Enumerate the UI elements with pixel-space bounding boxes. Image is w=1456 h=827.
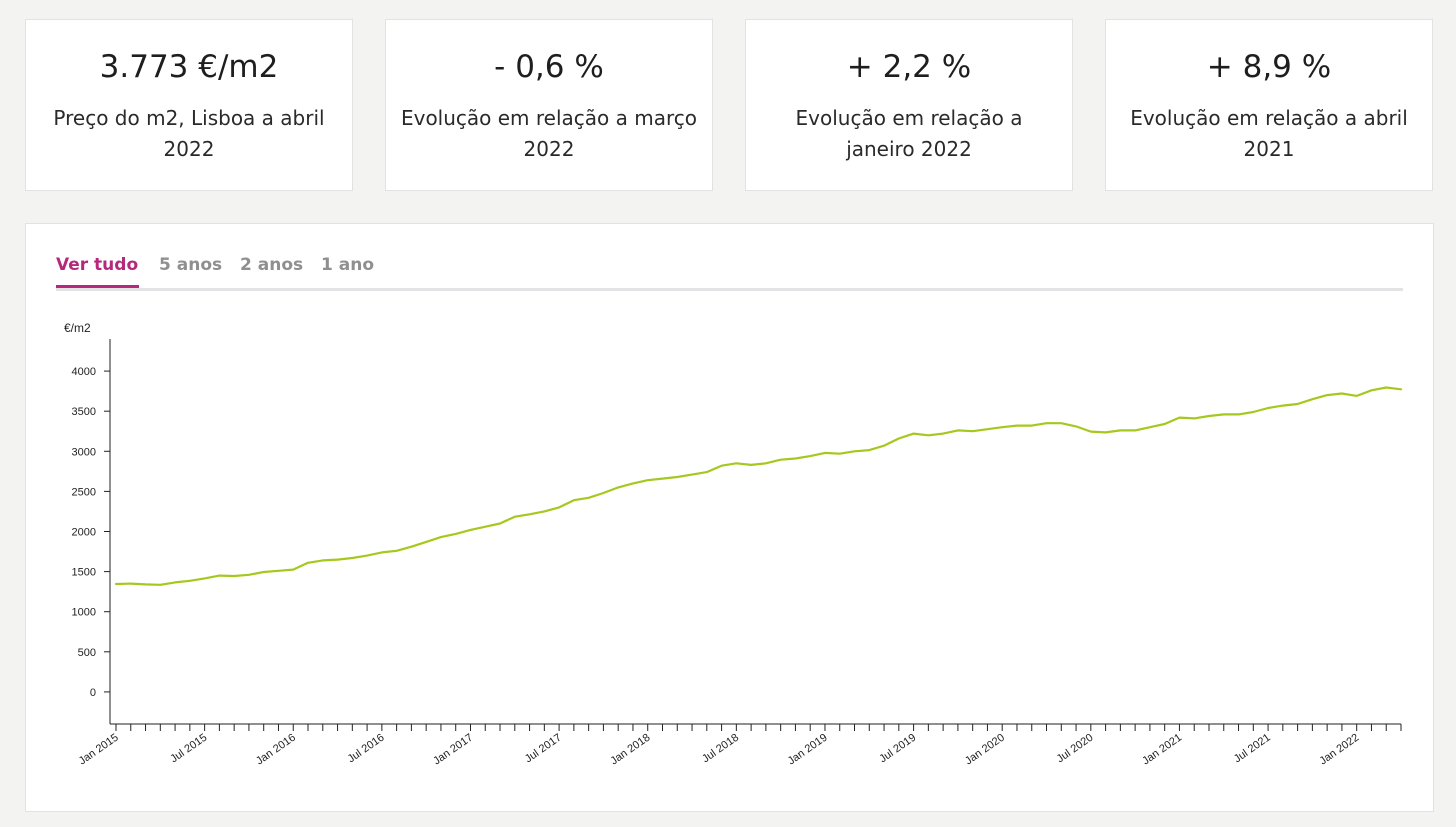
x-tick-label: Jul 2018 xyxy=(700,732,741,766)
stat-value: - 0,6 % xyxy=(494,49,604,85)
x-tick-label: Jan 2019 xyxy=(786,732,830,768)
x-tick-label: Jul 2020 xyxy=(1055,732,1096,766)
x-tick-label: Jan 2021 xyxy=(1140,732,1184,768)
x-tick-label: Jan 2015 xyxy=(77,732,121,768)
y-tick-label: 500 xyxy=(78,647,96,659)
y-tick-label: 1000 xyxy=(72,607,96,619)
stat-label: Preço do m2, Lisboa a abril 2022 xyxy=(53,106,325,161)
stat-label: Evolução em relação a abril 2021 xyxy=(1130,106,1408,161)
tab-5-years[interactable]: 5 anos xyxy=(159,255,223,275)
range-tabs: Ver tudo 5 anos 2 anos 1 ano xyxy=(56,255,1403,291)
stat-card-year-change: + 8,9 % Evolução em relação a abril 2021 xyxy=(1105,19,1433,191)
stat-card-month-change: - 0,6 % Evolução em relação a março 2022 xyxy=(385,19,713,191)
y-tick-label: 4000 xyxy=(72,366,96,378)
stat-card-price: 3.773 €/m2 Preço do m2, Lisboa a abril 2… xyxy=(25,19,353,191)
stat-value: 3.773 €/m2 xyxy=(99,49,279,85)
y-tick-label: 3500 xyxy=(72,406,96,418)
x-tick-label: Jan 2022 xyxy=(1317,732,1361,768)
x-tick-label: Jan 2017 xyxy=(431,732,475,768)
x-tick-label: Jul 2021 xyxy=(1232,732,1273,766)
stat-label: Evolução em relação a janeiro 2022 xyxy=(795,106,1023,161)
y-axis-title: €/m2 xyxy=(64,321,91,335)
active-tab-indicator xyxy=(56,285,139,288)
x-tick-label: Jan 2020 xyxy=(963,732,1007,768)
stat-value: + 8,9 % xyxy=(1206,49,1332,85)
y-tick-label: 1500 xyxy=(72,567,96,579)
y-tick-label: 3000 xyxy=(72,446,96,458)
y-tick-label: 2000 xyxy=(72,527,96,539)
x-tick-label: Jul 2015 xyxy=(168,732,209,766)
y-tick-label: 0 xyxy=(90,687,96,699)
tab-2-years[interactable]: 2 anos xyxy=(240,255,304,275)
chart-panel: Ver tudo 5 anos 2 anos 1 ano €/m2 0 500 100… xyxy=(25,223,1434,812)
y-tick-label: 2500 xyxy=(72,486,96,498)
stat-value: + 2,2 % xyxy=(846,49,972,85)
x-tick-label: Jul 2017 xyxy=(523,732,564,766)
price-line-chart: €/m2 0 500 1000 1500 2000 2500 3000 3500 4000 Jan … xyxy=(64,321,1403,768)
stat-card-ytd-change: + 2,2 % Evolução em relação a janeiro 20… xyxy=(745,19,1073,191)
price-series-line xyxy=(114,386,1403,586)
stat-label: Evolução em relação a março 2022 xyxy=(400,106,698,161)
x-tick-label: Jul 2019 xyxy=(877,732,918,766)
tab-1-year[interactable]: 1 ano xyxy=(321,255,375,275)
x-tick-label: Jan 2018 xyxy=(608,732,652,768)
x-tick-label: Jan 2016 xyxy=(254,732,298,768)
x-tick-label: Jul 2016 xyxy=(346,732,387,766)
tab-all[interactable]: Ver tudo xyxy=(56,255,139,275)
